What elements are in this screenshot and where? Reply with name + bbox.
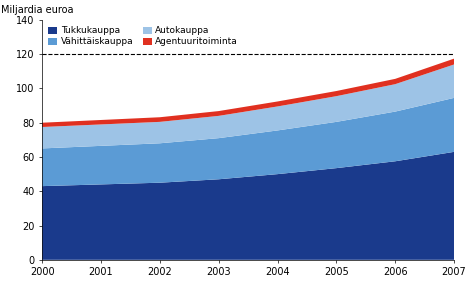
Legend: Tukkukauppa, Vähittäiskauppa, Autokauppa, Agentuuritoiminta: Tukkukauppa, Vähittäiskauppa, Autokauppa… xyxy=(47,24,240,48)
Text: Miljardia euroa: Miljardia euroa xyxy=(1,5,74,15)
